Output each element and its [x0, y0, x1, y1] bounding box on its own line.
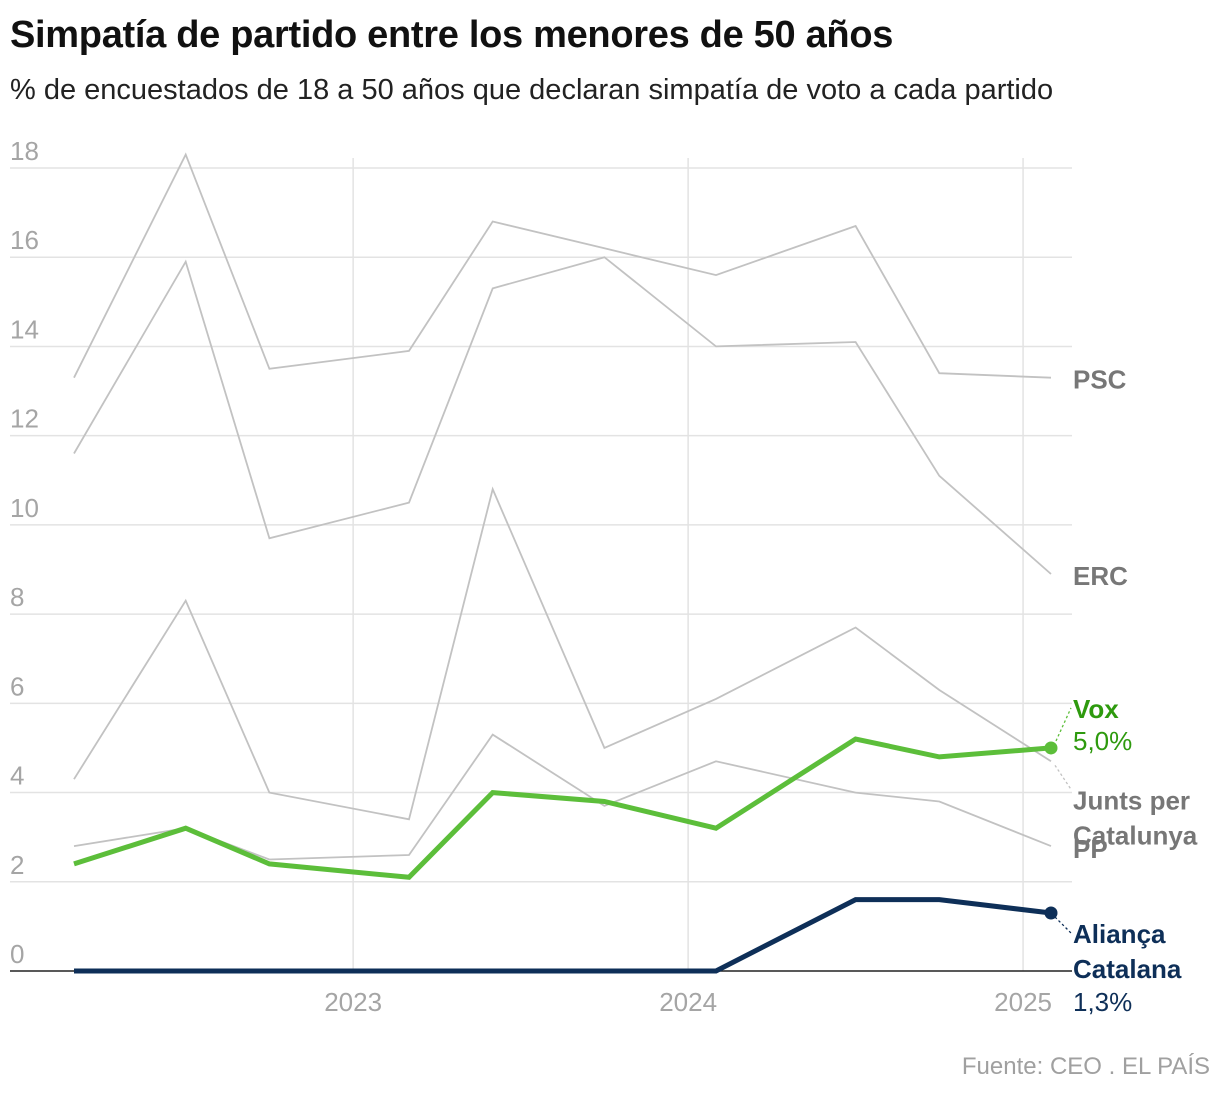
chart-title: Simpatía de partido entre los menores de…: [10, 14, 894, 56]
y-tick-label: 16: [10, 225, 39, 255]
series-label-pp: PP: [1073, 834, 1108, 864]
end-point-vox: [1044, 741, 1058, 755]
y-tick-label: 2: [10, 850, 24, 880]
source-note: Fuente: CEO . EL PAÍS: [961, 1053, 1210, 1080]
y-tick-label: 14: [10, 314, 39, 344]
x-tick-label: 2023: [324, 987, 382, 1017]
series-line-vox: [73, 736, 1052, 880]
series-line-alianca-catalana: [74, 897, 1052, 974]
x-tick-label: 2024: [659, 987, 717, 1017]
y-tick-label: 10: [10, 493, 39, 523]
series-value-alianca: 1,3%: [1073, 987, 1132, 1017]
chart-subtitle: % de encuestados de 18 a 50 años que dec…: [10, 74, 1054, 106]
series-label-alianca-line2: Catalana: [1073, 954, 1182, 984]
series-label-erc: ERC: [1073, 561, 1128, 591]
y-tick-label: 4: [10, 761, 24, 791]
y-tick-label: 18: [10, 136, 39, 166]
series-lines: [73, 152, 1058, 974]
y-tick-label: 8: [10, 582, 24, 612]
series-line-psc: [73, 152, 1052, 379]
series-line-erc: [73, 256, 1052, 575]
leader-alianca: [1054, 916, 1072, 934]
y-tick-label: 6: [10, 671, 24, 701]
x-grid-lines: 2023 2024 2025: [324, 158, 1052, 1017]
series-label-psc: PSC: [1073, 365, 1127, 395]
series-label-alianca-line1: Aliança: [1073, 919, 1166, 949]
leader-vox: [1055, 707, 1072, 742]
series-label-vox: Vox: [1073, 694, 1119, 724]
series-line-junts-per-catalunya: [73, 486, 1052, 821]
y-tick-label: 12: [10, 404, 39, 434]
series-label-junts-line2: Catalunya: [1073, 820, 1198, 850]
series-label-junts-line1: Junts per: [1073, 785, 1190, 815]
x-tick-label: 2025: [994, 987, 1052, 1017]
series-value-vox: 5,0%: [1073, 726, 1132, 756]
y-tick-label: 0: [10, 939, 24, 969]
leader-junts: [1054, 764, 1072, 790]
end-point-alianca-catalana: [1044, 906, 1058, 920]
grid-lines: 0 2 4 6 8 10 12 14 16 18: [10, 136, 1072, 969]
